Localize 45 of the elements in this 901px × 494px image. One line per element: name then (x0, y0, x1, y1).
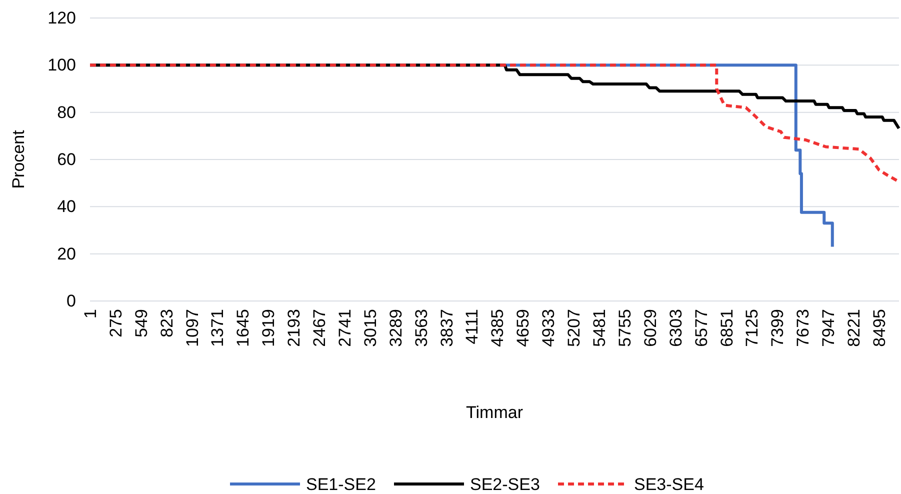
y-tick-label: 40 (57, 197, 76, 216)
x-tick-label: 3837 (437, 309, 456, 347)
x-tick-label: 3289 (386, 309, 406, 347)
y-tick-label: 80 (57, 102, 76, 122)
y-tick-label: 0 (66, 291, 76, 310)
x-tick-label: 2741 (335, 309, 354, 347)
x-tick-label: 6577 (692, 309, 711, 347)
y-tick-label: 100 (48, 56, 76, 75)
x-tick-label: 5755 (615, 309, 634, 347)
line-series (88, 64, 900, 184)
x-tick-label: 5207 (564, 309, 584, 347)
y-tick-label: 60 (57, 150, 76, 169)
x-tick-label: 4659 (514, 309, 533, 347)
x-tick-label: 7125 (742, 309, 762, 347)
x-tick-label: 6303 (666, 309, 686, 347)
x-tick-label: 2467 (310, 309, 330, 347)
x-tick-label: 3015 (360, 309, 380, 347)
x-tick-label: 4385 (488, 309, 508, 347)
legend-label: SE3-SE4 (634, 474, 704, 494)
legend-label: SE2-SE3 (470, 474, 540, 494)
x-tick-label: 4111 (462, 309, 482, 344)
x-tick-label: 1 (80, 309, 100, 318)
x-tick-label: 7947 (819, 309, 838, 347)
x-tick-label: 823 (157, 309, 176, 338)
x-tick-label: 6851 (717, 309, 736, 347)
x-tick-label: 4933 (539, 309, 558, 347)
x-tick-label: 549 (132, 309, 151, 338)
x-tick-label: 1371 (208, 309, 228, 347)
y-axis-title: Procent (9, 130, 28, 189)
x-tick-label: 2193 (284, 309, 304, 347)
x-tick-label: 8221 (844, 309, 864, 347)
x-tick-label: 1919 (259, 309, 278, 347)
x-tick-label: 275 (106, 309, 126, 338)
x-tick-label: 1645 (234, 309, 253, 347)
x-tick-label: 1097 (182, 309, 202, 347)
y-tick-label: 20 (57, 244, 76, 264)
x-tick-label: 7673 (794, 309, 813, 347)
y-tick-label: 120 (48, 8, 76, 28)
x-tick-label: 5481 (590, 309, 609, 347)
x-axis-title: Timmar (466, 403, 524, 422)
x-tick-label: 7399 (768, 309, 788, 347)
x-tick-label: 6029 (640, 309, 660, 347)
x-tick-label: 8495 (870, 309, 889, 347)
legend-label: SE1-SE2 (306, 474, 376, 494)
x-tick-label: 3563 (412, 309, 431, 347)
